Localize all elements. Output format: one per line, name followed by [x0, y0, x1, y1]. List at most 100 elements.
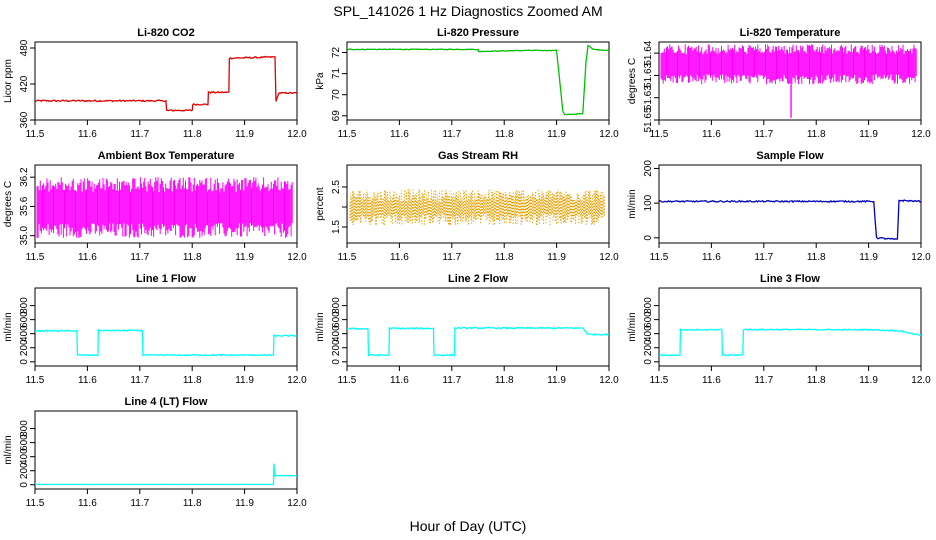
- data-marks: [660, 44, 917, 118]
- x-tick-label: 11.5: [650, 129, 669, 140]
- y-tick-label: 400: [19, 448, 30, 465]
- plot-frame: [658, 287, 922, 367]
- y-axis-label: degrees C: [3, 181, 14, 227]
- plot-frame: [346, 287, 610, 367]
- y-tick-label: 600: [331, 311, 342, 328]
- x-tick-label: 11.9: [859, 129, 878, 140]
- x-tick-label: 12.0: [911, 252, 931, 263]
- x-tick-label: 11.7: [754, 375, 773, 386]
- plot-frame: [658, 164, 922, 244]
- panel-title: Ambient Box Temperature: [98, 150, 235, 162]
- x-tick-label: 11.6: [78, 129, 97, 140]
- x-tick-label: 11.9: [859, 252, 878, 263]
- y-tick-label: 800: [643, 297, 654, 314]
- y-tick-label: 200: [19, 462, 30, 479]
- panel-li-820-co2: Li-820 CO2 11.5 11.6 11.7 11.8 11.9 12.0 360 420…: [3, 27, 307, 140]
- x-tick-label: 11.8: [183, 129, 202, 140]
- y-tick-label: 51.65: [643, 107, 654, 132]
- x-tick-label: 11.7: [130, 129, 149, 140]
- y-axis-label: ml/min: [3, 312, 14, 341]
- x-tick-label: 12.0: [287, 129, 307, 140]
- y-tick-label: 600: [643, 311, 654, 328]
- x-tick-label: 11.8: [183, 252, 202, 263]
- x-tick-label: 12.0: [911, 375, 931, 386]
- panel-li-820-temperature: Li-820 Temperature 11.5 11.6 11.7 11.8 11.9 12…: [627, 27, 931, 140]
- x-tick-label: 11.7: [130, 498, 149, 509]
- y-tick-label: 51.64: [643, 40, 654, 65]
- series-line: [659, 328, 921, 357]
- x-tick-label: 11.6: [78, 375, 97, 386]
- series-line: [347, 326, 609, 357]
- x-tick-label: 11.9: [859, 375, 878, 386]
- y-tick-label: 400: [643, 325, 654, 342]
- panel-line-1-flow: Line 1 Flow 11.5 11.6 11.7 11.8 11.9 12.0 0 2004…: [3, 273, 307, 386]
- y-tick-label: 400: [19, 325, 30, 342]
- series-line: [35, 328, 297, 357]
- plot-frame: [34, 410, 298, 490]
- x-tick-label: 11.5: [650, 252, 669, 263]
- y-tick-label: 0: [643, 359, 654, 365]
- y-tick-label: 600: [19, 311, 30, 328]
- y-tick-label: 0: [19, 482, 30, 488]
- y-axis-label: ml/min: [315, 312, 326, 341]
- series-band: [36, 177, 293, 239]
- y-tick-label: 1.5: [331, 220, 342, 234]
- x-tick-label: 11.8: [807, 129, 826, 140]
- x-tick-label: 11.5: [26, 375, 45, 386]
- x-tick-label: 11.8: [495, 252, 514, 263]
- data-marks: [347, 44, 609, 116]
- series-line: [35, 55, 297, 112]
- y-tick-label: 0: [19, 359, 30, 365]
- plot-frame: [34, 287, 298, 367]
- y-tick-label: 71: [331, 68, 342, 80]
- data-marks: [36, 177, 293, 239]
- y-axis-label: percent: [315, 187, 326, 221]
- series-line: [347, 44, 609, 116]
- series-points: [349, 188, 605, 226]
- y-tick-label: 69: [331, 110, 342, 122]
- x-tick-label: 12.0: [287, 252, 307, 263]
- panel-line-3-flow: Line 3 Flow 11.5 11.6 11.7 11.8 11.9 12.0 0 2004…: [627, 273, 931, 386]
- data-marks: [35, 463, 297, 486]
- x-tick-label: 11.7: [130, 375, 149, 386]
- plot-frame: [346, 41, 610, 121]
- y-tick-label: 51.63: [643, 62, 654, 87]
- y-tick-label: 2.5: [331, 180, 342, 194]
- x-tick-label: 11.8: [807, 375, 826, 386]
- x-tick-label: 11.5: [26, 252, 45, 263]
- panel-title: Li-820 Pressure: [437, 27, 519, 39]
- y-axis-label: ml/min: [627, 312, 638, 341]
- x-tick-label: 12.0: [599, 375, 619, 386]
- x-tick-label: 12.0: [287, 498, 307, 509]
- plot-frame: [34, 164, 298, 244]
- y-tick-label: 360: [19, 111, 30, 128]
- figure-x-axis-label: Hour of Day (UTC): [410, 518, 527, 534]
- x-tick-label: 11.8: [495, 375, 514, 386]
- series-line: [35, 463, 297, 486]
- x-tick-label: 11.6: [702, 129, 721, 140]
- panel-title: Line 3 Flow: [760, 273, 820, 285]
- y-tick-label: 35.6: [19, 196, 30, 216]
- y-tick-label: 35.0: [19, 226, 30, 246]
- x-tick-label: 11.7: [754, 252, 773, 263]
- x-tick-label: 11.5: [26, 498, 45, 509]
- panel-title: Sample Flow: [756, 150, 824, 162]
- x-tick-label: 11.9: [547, 129, 566, 140]
- panel-sample-flow: Sample Flow 11.5 11.6 11.7 11.8 11.9 12.0 0 100 2…: [627, 150, 931, 263]
- y-tick-label: 51.63: [643, 85, 654, 110]
- panel-line-2-flow: Line 2 Flow 11.5 11.6 11.7 11.8 11.9 12.0 0 2004…: [315, 273, 619, 386]
- x-tick-label: 11.9: [235, 129, 254, 140]
- x-tick-label: 11.6: [78, 252, 97, 263]
- x-tick-label: 11.6: [390, 252, 409, 263]
- panel-title: Line 2 Flow: [448, 273, 508, 285]
- x-tick-label: 11.7: [442, 252, 461, 263]
- y-axis-label: ml/min: [627, 189, 638, 218]
- x-tick-label: 11.6: [78, 498, 97, 509]
- x-tick-label: 11.8: [495, 129, 514, 140]
- x-tick-label: 11.9: [235, 375, 254, 386]
- series-band: [660, 44, 917, 85]
- data-marks: [35, 55, 297, 112]
- y-tick-label: 70: [331, 89, 342, 101]
- panel-title: Li-820 Temperature: [740, 27, 841, 39]
- y-tick-label: 36.2: [19, 167, 30, 187]
